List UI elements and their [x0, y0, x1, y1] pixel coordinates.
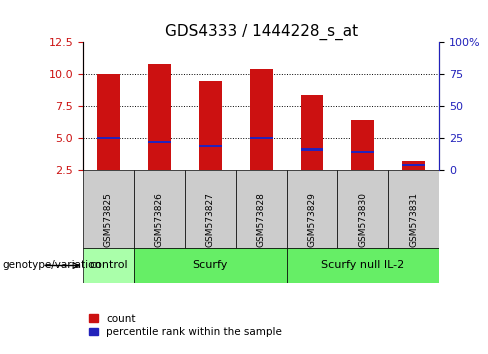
- Bar: [199, 81, 222, 170]
- Bar: [286, 248, 439, 283]
- Bar: [250, 137, 272, 139]
- Bar: [301, 148, 324, 151]
- Bar: [199, 144, 222, 147]
- Bar: [250, 69, 272, 170]
- Bar: [97, 74, 120, 170]
- Bar: [351, 120, 374, 170]
- Bar: [337, 170, 388, 248]
- Text: genotype/variation: genotype/variation: [2, 261, 102, 270]
- Bar: [286, 170, 337, 248]
- Text: GSM573825: GSM573825: [104, 192, 113, 247]
- Bar: [402, 161, 425, 170]
- Bar: [83, 170, 134, 248]
- Bar: [148, 141, 171, 143]
- Text: Scurfy null IL-2: Scurfy null IL-2: [321, 261, 405, 270]
- Bar: [97, 137, 120, 139]
- Text: control: control: [89, 261, 128, 270]
- Bar: [185, 170, 236, 248]
- Text: GSM573830: GSM573830: [358, 192, 367, 247]
- Bar: [351, 151, 374, 153]
- Bar: [134, 248, 286, 283]
- Bar: [301, 95, 324, 170]
- Text: GSM573826: GSM573826: [155, 192, 164, 247]
- Title: GDS4333 / 1444228_s_at: GDS4333 / 1444228_s_at: [164, 23, 358, 40]
- Bar: [148, 64, 171, 170]
- Text: GSM573828: GSM573828: [257, 192, 265, 247]
- Text: GSM573829: GSM573829: [307, 192, 317, 247]
- Text: Scurfy: Scurfy: [192, 261, 228, 270]
- Text: GSM573831: GSM573831: [409, 192, 418, 247]
- Bar: [236, 170, 286, 248]
- Text: GSM573827: GSM573827: [205, 192, 215, 247]
- Bar: [402, 164, 425, 166]
- Bar: [388, 170, 439, 248]
- Bar: [134, 170, 185, 248]
- Legend: count, percentile rank within the sample: count, percentile rank within the sample: [88, 313, 283, 338]
- Bar: [83, 248, 134, 283]
